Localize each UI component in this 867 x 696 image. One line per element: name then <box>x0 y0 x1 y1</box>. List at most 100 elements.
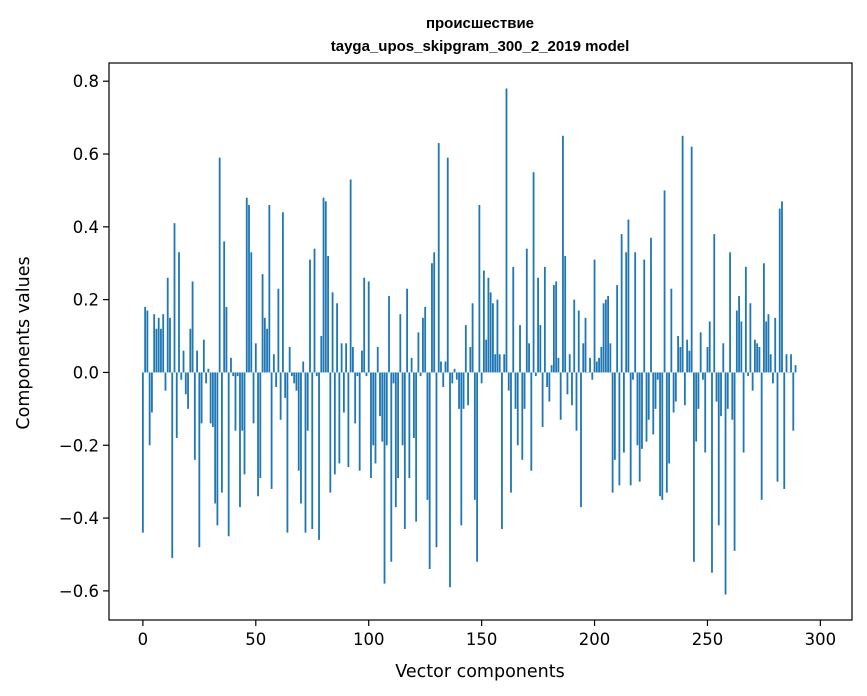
bar-196 <box>584 317 587 373</box>
bar-243 <box>690 146 693 373</box>
bar-45 <box>243 372 246 475</box>
bar-127 <box>428 372 431 570</box>
bar-65 <box>288 346 291 373</box>
bar-175 <box>537 277 539 373</box>
bar-234 <box>670 288 673 373</box>
bar-219 <box>636 372 639 446</box>
bar-18 <box>182 350 185 373</box>
bar-126 <box>426 372 429 500</box>
bar-152 <box>485 339 488 373</box>
bar-69 <box>297 372 300 471</box>
bar-129 <box>433 252 436 373</box>
bar-158 <box>498 354 501 373</box>
bar-199 <box>591 372 594 380</box>
bar-279 <box>772 372 774 384</box>
bar-145 <box>469 346 472 373</box>
bar-190 <box>571 372 573 406</box>
bar-273 <box>758 346 761 373</box>
bar-132 <box>440 361 442 373</box>
bar-169 <box>523 372 526 409</box>
bar-47 <box>248 204 250 373</box>
bar-46 <box>245 197 248 373</box>
bar-187 <box>564 255 567 373</box>
bar-101 <box>370 372 372 479</box>
y-tick-label: −0.2 <box>59 436 99 455</box>
bar-225 <box>650 237 652 373</box>
bar-164 <box>512 266 515 373</box>
bar-26 <box>200 372 203 424</box>
y-tick-label: −0.6 <box>59 582 99 601</box>
bar-138 <box>453 368 456 373</box>
bar-208 <box>611 372 614 493</box>
bar-252 <box>711 372 713 573</box>
bar-75 <box>311 372 314 529</box>
bar-156 <box>494 354 497 373</box>
bar-97 <box>361 350 363 373</box>
x-tick-label: 250 <box>692 630 724 649</box>
bar-157 <box>496 299 499 373</box>
bar-238 <box>679 346 682 373</box>
bar-174 <box>534 372 537 377</box>
bar-110 <box>390 372 393 562</box>
bar-80 <box>322 197 325 373</box>
bar-34 <box>218 157 221 373</box>
bar-259 <box>726 372 729 409</box>
bar-232 <box>665 372 668 493</box>
bar-235 <box>672 372 675 413</box>
bar-30 <box>209 372 212 424</box>
chart-title: происшествие <box>426 15 534 32</box>
bar-135 <box>446 157 449 373</box>
bar-123 <box>419 372 422 377</box>
bar-32 <box>214 372 217 504</box>
bar-96 <box>358 372 361 471</box>
bar-117 <box>406 288 409 373</box>
bar-128 <box>431 263 433 373</box>
bar-216 <box>629 372 632 486</box>
bar-116 <box>403 372 406 529</box>
bar-282 <box>778 208 781 373</box>
bar-114 <box>399 314 402 373</box>
y-axis-ticks: −0.6 −0.4 −0.2 0.0 0.2 0.4 0.6 0.8 <box>59 72 109 601</box>
bar-264 <box>738 295 740 373</box>
bar-78 <box>318 372 320 540</box>
bar-151 <box>482 270 485 373</box>
bar-231 <box>663 190 666 373</box>
bar-118 <box>408 372 411 479</box>
bar-167 <box>519 325 521 373</box>
y-tick-label: 0.0 <box>73 363 99 382</box>
bar-82 <box>327 255 329 373</box>
bar-29 <box>207 368 210 373</box>
bar-67 <box>293 372 296 384</box>
bar-136 <box>449 372 451 588</box>
bar-19 <box>184 372 187 395</box>
x-tick-label: 200 <box>579 630 611 649</box>
bar-275 <box>763 263 765 373</box>
bar-192 <box>575 372 578 431</box>
bar-50 <box>254 343 257 373</box>
bar-281 <box>776 372 779 482</box>
bar-258 <box>724 372 727 595</box>
bar-239 <box>681 135 684 373</box>
bar-147 <box>473 372 476 500</box>
bar-93 <box>352 346 354 373</box>
bar-31 <box>211 372 214 428</box>
bar-33 <box>216 372 219 526</box>
bar-253 <box>713 234 716 373</box>
bar-202 <box>598 357 600 373</box>
bar-272 <box>756 343 759 373</box>
bar-130 <box>435 372 438 548</box>
bar-173 <box>532 172 535 373</box>
y-tick-label: 0.4 <box>73 218 99 237</box>
bar-184 <box>557 357 560 373</box>
x-tick-label: 0 <box>138 630 149 649</box>
bar-58 <box>272 354 275 373</box>
x-axis-label: Vector components <box>395 662 564 682</box>
bar-113 <box>397 372 399 479</box>
bar-256 <box>720 372 722 417</box>
bar-5 <box>153 314 156 373</box>
bar-209 <box>613 372 616 460</box>
bar-161 <box>505 88 508 373</box>
x-tick-label: 300 <box>805 630 837 649</box>
bar-0 <box>141 372 144 533</box>
bar-283 <box>781 201 783 373</box>
